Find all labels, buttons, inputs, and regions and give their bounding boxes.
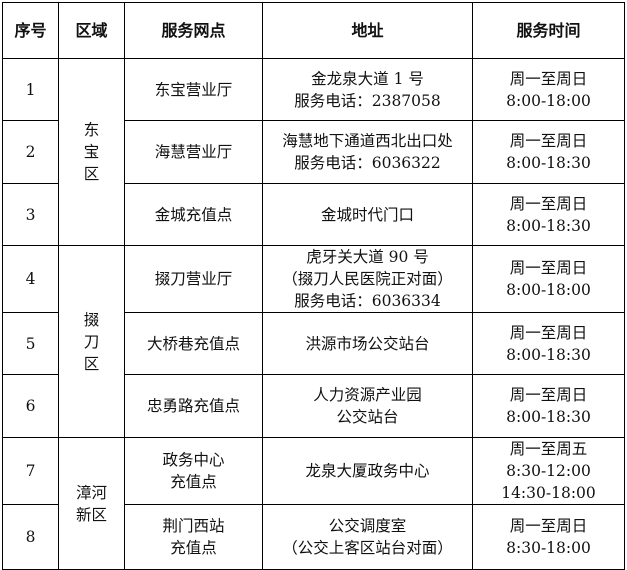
region-cell-line: 宝	[83, 143, 100, 161]
region-cell: 掇刀区	[58, 245, 125, 438]
site-cell-line: 掇刀营业厅	[154, 270, 233, 288]
hours-cell: 周一至周日 8:30-18:00	[472, 504, 625, 570]
hours-cell-line: 8:30-18:00	[506, 539, 591, 557]
header-no: 序号	[2, 2, 59, 59]
site-cell-line: 政务中心	[162, 451, 225, 469]
header-site: 服务网点	[124, 2, 263, 59]
address-cell-line: 服务电话：2387058	[294, 91, 441, 110]
hours-cell-line: 周一至周日	[509, 194, 588, 213]
region-cell-line: 区	[83, 354, 100, 373]
address-cell-line: 洪源市场公交站台	[305, 334, 430, 353]
site-cell-line: 忠勇路充值点	[146, 397, 240, 415]
address-cell: 海慧地下通道西北出口处 服务电话：6036322	[262, 120, 473, 184]
site-cell-line: 海慧营业厅	[154, 143, 233, 161]
address-cell-line: 公交调度室	[328, 517, 407, 535]
site-cell: 忠勇路充值点	[124, 374, 263, 438]
table-row: 1 东宝区东宝营业厅 金龙泉大道 1 号服务电话：2387058 周一至周日 8:00-…	[2, 58, 625, 246]
row-number: 2	[2, 120, 59, 184]
site-cell-line: 荆门西站	[162, 517, 225, 535]
region-cell: 东宝区	[58, 58, 125, 246]
hours-cell: 周一至周日 8:00-18:30	[472, 183, 625, 246]
address-cell: 金龙泉大道 1 号服务电话：2387058	[262, 58, 473, 121]
address-cell: 龙泉大厦政务中心	[262, 437, 473, 505]
site-cell: 荆门西站 充值点	[124, 504, 263, 570]
hours-cell-line: 周一至周日	[509, 132, 588, 150]
site-cell: 大桥巷充值点	[124, 312, 263, 375]
header-region: 区域	[58, 2, 125, 59]
hours-cell-line: 8:00-18:30	[506, 345, 591, 364]
address-cell-line: 人力资源产业园	[313, 386, 422, 404]
address-cell-line: （公交上客区站台对面）	[282, 539, 453, 557]
table-row: 5 大桥巷充值点 洪源市场公交站台 周一至周日 8:00-18:30	[2, 312, 625, 375]
address-cell-line: 金城时代门口	[320, 205, 414, 224]
site-cell-line: 东宝营业厅	[154, 80, 233, 99]
address-cell-line: （掇刀人民医院正对面）	[282, 270, 453, 288]
table-row: 3 金城充值点 金城时代门口 周一至周日 8:00-18:30	[2, 183, 625, 246]
hours-cell-line: 8:30-12:00	[506, 462, 591, 480]
hours-cell: 周一至周日 8:00-18:00	[472, 58, 625, 121]
site-cell-line: 金城充值点	[154, 205, 233, 224]
row-number: 3	[2, 183, 59, 246]
hours-cell-line: 8:00-18:00	[506, 91, 591, 110]
site-cell-line: 充值点	[170, 473, 217, 491]
row-number: 6	[2, 374, 59, 438]
table-row: 8 荆门西站充值点 公交调度室 （公交上客区站台对面） 周一至周日 8:30-18:00	[2, 504, 625, 570]
header-address: 地址	[262, 2, 473, 59]
site-cell: 海慧营业厅	[124, 120, 263, 184]
hours-cell: 周一至周日 8:00-18:00	[472, 245, 625, 313]
hours-cell-line: 8:00-18:00	[506, 281, 591, 299]
header-hours: 服务时间	[472, 2, 625, 59]
address-cell-line: 公交站台	[336, 408, 399, 426]
region-cell: 漳河 新区	[58, 437, 125, 570]
table-row: 7 漳河 新区 政务中心 充值点 龙泉大厦政务中心 周一至周五 8:30-12:00 14:30…	[2, 437, 625, 570]
table-row: 4 掇刀区掇刀营业厅 虎牙关大道 90 号（掇刀人民医院正对面） 服务电话：60363…	[2, 245, 625, 438]
address-cell-line: 海慧地下通道西北出口处	[282, 132, 453, 150]
site-cell-line: 充值点	[170, 539, 217, 557]
address-cell: 人力资源产业园 公交站台	[262, 374, 473, 438]
row-number: 8	[2, 504, 59, 570]
address-cell: 金城时代门口	[262, 183, 473, 246]
region-cell-line: 漳河	[75, 483, 107, 502]
hours-cell: 周一至周日 8:00-18:30	[472, 312, 625, 375]
row-number: 5	[2, 312, 59, 375]
table-row: 6 忠勇路充值点 人力资源产业园 公交站台 周一至周日 8:00-18:30	[2, 374, 625, 438]
hours-cell-line: 8:00-18:30	[506, 154, 591, 172]
hours-cell-line: 周一至周五	[509, 440, 588, 458]
site-cell: 掇刀营业厅	[124, 245, 263, 313]
region-cell-line: 东	[83, 121, 100, 139]
address-cell: 虎牙关大道 90 号 （掇刀人民医院正对面） 服务电话：6036334	[262, 245, 473, 313]
row-number: 1	[2, 58, 59, 121]
site-cell-line: 大桥巷充值点	[146, 334, 240, 353]
site-cell: 金城充值点	[124, 183, 263, 246]
address-cell-line: 龙泉大厦政务中心	[305, 462, 430, 480]
hours-cell-line: 周一至周日	[509, 323, 588, 342]
address-cell-line: 服务电话：6036334	[294, 292, 441, 310]
hours-cell: 周一至周日 8:00-18:30	[472, 120, 625, 184]
row-number: 4	[2, 245, 59, 313]
table-row: 2 海慧营业厅 海慧地下通道西北出口处 服务电话：6036322 周一至周日 8:00-1…	[2, 120, 625, 184]
hours-cell: 周一至周五 8:30-12:00 14:30-18:00	[472, 437, 625, 505]
address-cell: 公交调度室 （公交上客区站台对面）	[262, 504, 473, 570]
hours-cell-line: 周一至周日	[509, 517, 588, 535]
address-cell-line: 服务电话：6036322	[294, 154, 441, 172]
region-cell-line: 区	[83, 165, 100, 183]
region-cell-line: 新区	[75, 505, 107, 524]
hours-cell-line: 周一至周日	[509, 69, 588, 88]
address-cell-line: 虎牙关大道 90 号	[306, 248, 429, 266]
hours-cell-line: 8:00-18:30	[506, 408, 591, 426]
hours-cell-line: 8:00-18:30	[506, 216, 591, 235]
header-row: 序号 区域 服务网点 地址 服务时间	[2, 2, 625, 59]
address-cell-line: 金龙泉大道 1 号	[311, 69, 424, 88]
hours-cell-line: 14:30-18:00	[501, 484, 596, 502]
hours-cell-line: 周一至周日	[509, 386, 588, 404]
hours-cell-line: 周一至周日	[509, 259, 588, 277]
hours-cell: 周一至周日 8:00-18:30	[472, 374, 625, 438]
region-cell-line: 掇	[83, 310, 100, 329]
site-cell: 东宝营业厅	[124, 58, 263, 121]
region-cell-line: 刀	[83, 332, 100, 351]
site-cell: 政务中心 充值点	[124, 437, 263, 505]
row-number: 7	[2, 437, 59, 505]
address-cell: 洪源市场公交站台	[262, 312, 473, 375]
